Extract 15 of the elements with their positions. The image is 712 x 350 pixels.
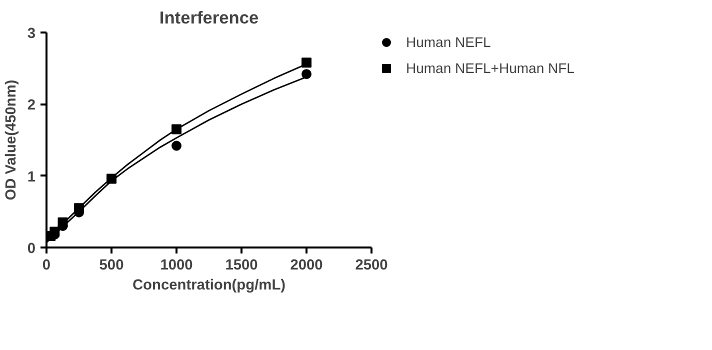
- y-tick-label: 3: [27, 26, 36, 42]
- y-tick-label: 2: [27, 98, 36, 114]
- x-axis-title: Concentration(pg/mL): [132, 278, 286, 294]
- x-tick-label: 1000: [160, 258, 193, 274]
- x-tick-label: 2000: [290, 258, 323, 274]
- legend-label: Human NEFL+Human NFL: [406, 60, 574, 76]
- chart-title: Interference: [159, 8, 259, 28]
- x-tick-label: 500: [99, 258, 124, 274]
- x-tick-label: 1500: [225, 258, 258, 274]
- y-tick-label: 1: [27, 169, 36, 186]
- x-tick-label: 2500: [355, 258, 388, 274]
- y-axis-title: OD Value(450nm): [3, 80, 20, 200]
- legend-label: Human NEFL: [406, 34, 491, 50]
- x-tick-label: 0: [42, 258, 51, 274]
- y-tick-label: 0: [27, 241, 36, 257]
